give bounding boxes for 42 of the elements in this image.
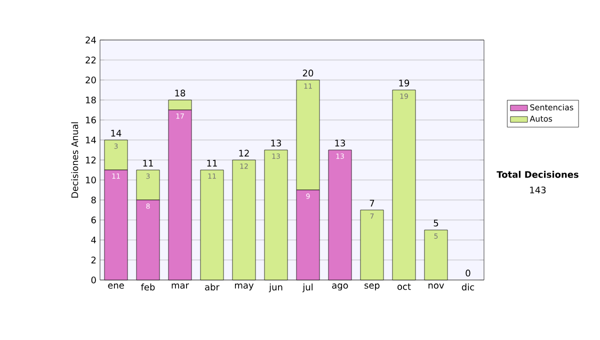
x-tick-label: ago [332,284,348,290]
y-tick-label: 4 [91,236,96,244]
x-tick-label: jun [268,284,282,292]
x-tick-label: abr [205,284,220,290]
x-tick-label: nov [428,284,444,289]
y-tick-label: 12 [86,156,96,164]
y-tick-label: 0 [91,276,96,284]
total-label: 14 [111,130,122,136]
y-tick-label: 14 [86,136,96,144]
total-label: 18 [175,90,186,96]
y-tick-label: 10 [86,176,96,184]
total-label: 0 [466,270,470,276]
y-tick-label: 22 [86,56,96,64]
x-tick-label: may [235,284,254,290]
y-tick-label: 6 [91,216,96,224]
y-axis-title: Decisiones Anual [71,122,78,198]
x-tick-label: dic [462,284,474,290]
total-label: 11 [143,160,153,166]
total-label: 7 [370,200,374,206]
x-tick-label: feb [141,284,155,290]
y-tick-label: 24 [86,36,96,44]
y-tick-label: 16 [86,116,96,124]
total-label: 13 [335,140,345,146]
total-label: 5 [434,220,438,226]
x-tick-label: oct [398,284,411,290]
y-tick-label: 8 [91,196,96,204]
y-tick-label: 20 [86,76,96,84]
total-label: 11 [207,160,217,166]
text: Total Decisiones [496,170,578,178]
x-tick-label: mar [172,284,189,289]
legend-label: Autos [530,116,552,122]
x-tick-label: jul [302,284,313,292]
total-label: 20 [302,70,314,76]
y-tick-label: 2 [91,256,96,264]
x-tick-label: sep [364,284,380,290]
text: 143 [530,186,546,194]
total-label: 12 [239,150,249,156]
y-tick-label: 18 [86,96,96,104]
total-label: 19 [399,80,410,86]
total-label: 13 [271,140,282,146]
x-tick-label: ene [108,284,124,289]
legend-label: Sentencias [530,104,574,110]
